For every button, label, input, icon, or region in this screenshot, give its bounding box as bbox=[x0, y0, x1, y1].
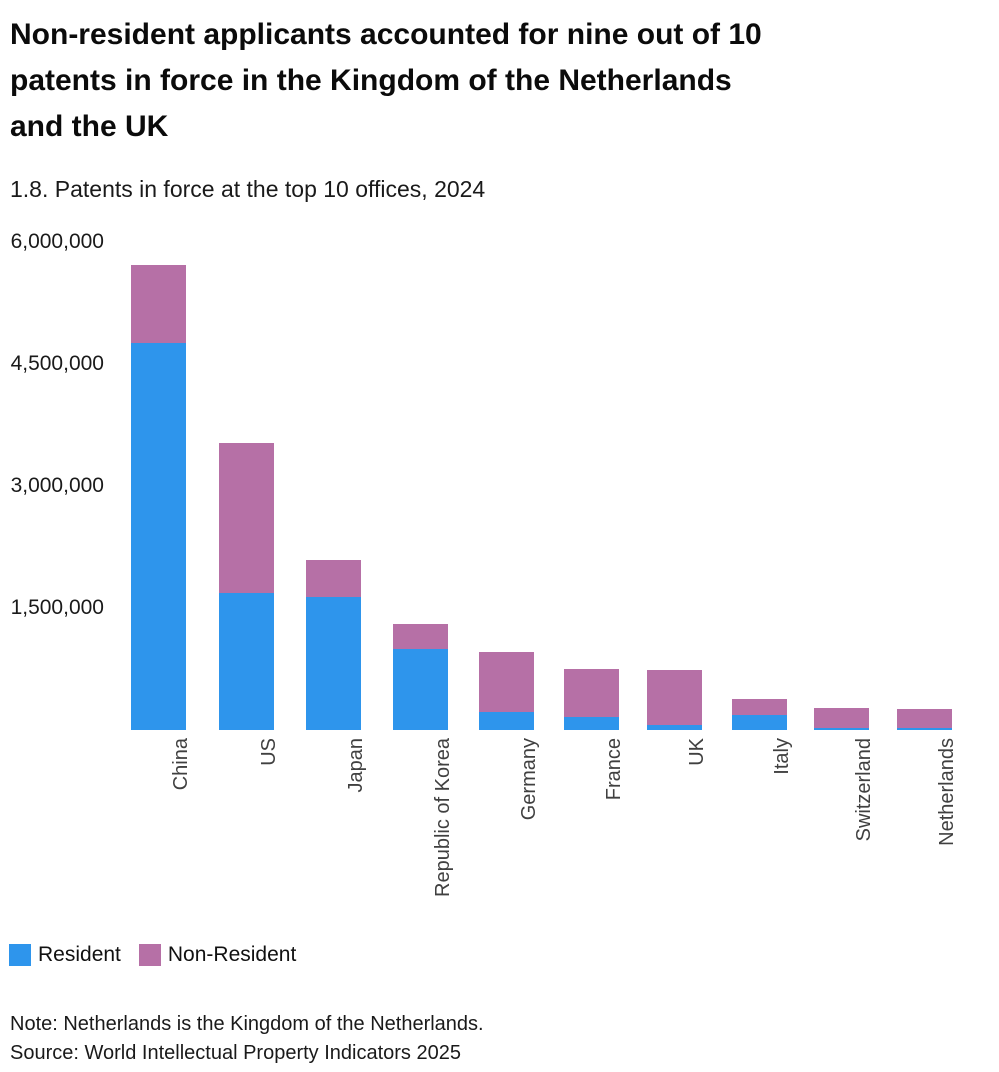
bar-segment-non-resident-republic-of-korea[interactable] bbox=[393, 624, 448, 649]
chart-headline-line2: patents in force in the Kingdom of the N… bbox=[10, 64, 732, 97]
legend-item-resident[interactable]: Resident bbox=[9, 943, 121, 967]
chart-headline-line1: Non-resident applicants accounted for ni… bbox=[10, 18, 762, 51]
chart-headline-line3: and the UK bbox=[10, 110, 169, 143]
legend-label-resident: Resident bbox=[38, 943, 121, 966]
source-line: Source: World Intellectual Property Indi… bbox=[10, 1042, 461, 1064]
legend-swatch-non-resident bbox=[138, 944, 161, 966]
bar-segment-resident-france[interactable] bbox=[564, 716, 619, 730]
bar-segment-non-resident-china[interactable] bbox=[131, 264, 186, 343]
chart-footer: Note: Netherlands is the Kingdom of the … bbox=[10, 1010, 484, 1068]
chart-headline: Non-resident applicants accounted for ni… bbox=[10, 12, 970, 150]
y-axis-tick-label-3-000-000: 3,000,000 bbox=[10, 474, 104, 497]
footnote: Note: Netherlands is the Kingdom of the … bbox=[10, 1013, 484, 1035]
bar-segment-resident-germany[interactable] bbox=[479, 711, 534, 730]
x-axis-label-germany: Germany bbox=[517, 738, 540, 821]
x-axis-label-italy: Italy bbox=[770, 738, 793, 775]
bar-segment-resident-china[interactable] bbox=[131, 342, 186, 730]
chart-subtitle: 1.8. Patents in force at the top 10 offi… bbox=[10, 176, 486, 202]
x-axis-label-us: US bbox=[257, 738, 280, 766]
bar-segment-resident-republic-of-korea[interactable] bbox=[393, 648, 448, 730]
bar-segment-non-resident-italy[interactable] bbox=[732, 699, 787, 715]
bar-segment-resident-uk[interactable] bbox=[647, 724, 702, 730]
bar-segment-non-resident-us[interactable] bbox=[219, 442, 274, 594]
bar-segment-resident-italy[interactable] bbox=[732, 714, 787, 730]
x-axis-label-japan: Japan bbox=[344, 738, 367, 793]
x-axis-label-netherlands: Netherlands bbox=[935, 738, 958, 846]
bar-segment-non-resident-japan[interactable] bbox=[306, 560, 361, 598]
x-axis-label-china: China bbox=[169, 738, 192, 791]
bar-segment-non-resident-uk[interactable] bbox=[647, 670, 702, 725]
y-axis-tick-label-6-000-000: 6,000,000 bbox=[10, 230, 104, 253]
bar-segment-non-resident-france[interactable] bbox=[564, 668, 619, 717]
bar-segment-resident-switzerland[interactable] bbox=[814, 727, 869, 730]
bar-segment-resident-japan[interactable] bbox=[306, 597, 361, 730]
x-axis-label-switzerland: Switzerland bbox=[852, 738, 875, 842]
y-axis-tick-label-1-500-000: 1,500,000 bbox=[10, 596, 104, 619]
bar-segment-resident-us[interactable] bbox=[219, 593, 274, 730]
bar-segment-resident-netherlands[interactable] bbox=[897, 727, 952, 730]
x-axis-label-france: France bbox=[602, 738, 625, 801]
legend-swatch-resident bbox=[9, 944, 31, 966]
x-axis-label-republic-of-korea: Republic of Korea bbox=[431, 738, 454, 897]
bar-segment-non-resident-netherlands[interactable] bbox=[897, 709, 952, 728]
bar-segment-non-resident-germany[interactable] bbox=[479, 652, 534, 712]
bar-segment-non-resident-switzerland[interactable] bbox=[814, 708, 869, 728]
x-axis-label-uk: UK bbox=[685, 738, 708, 766]
y-axis-tick-label-4-500-000: 4,500,000 bbox=[10, 352, 104, 375]
legend-item-non-resident[interactable]: Non-Resident bbox=[138, 943, 297, 967]
legend: Resident Non-Resident bbox=[9, 943, 314, 967]
legend-label-non-resident: Non-Resident bbox=[167, 943, 297, 966]
